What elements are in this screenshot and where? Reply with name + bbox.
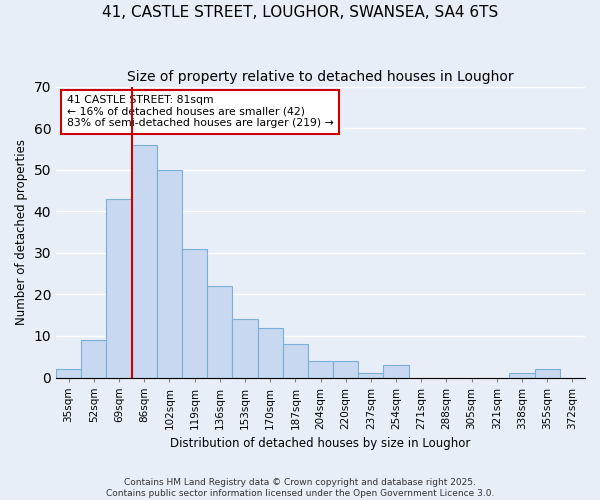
Text: 41 CASTLE STREET: 81sqm
← 16% of detached houses are smaller (42)
83% of semi-de: 41 CASTLE STREET: 81sqm ← 16% of detache… [67, 96, 334, 128]
Bar [56, 369, 81, 378]
Text: 41, CASTLE STREET, LOUGHOR, SWANSEA, SA4 6TS: 41, CASTLE STREET, LOUGHOR, SWANSEA, SA4… [102, 5, 498, 20]
Bar [81, 340, 106, 378]
Bar [232, 320, 257, 378]
Bar [535, 369, 560, 378]
Text: Contains HM Land Registry data © Crown copyright and database right 2025.
Contai: Contains HM Land Registry data © Crown c… [106, 478, 494, 498]
Bar [358, 374, 383, 378]
Bar [207, 286, 232, 378]
Bar [283, 344, 308, 378]
Bar [333, 361, 358, 378]
Y-axis label: Number of detached properties: Number of detached properties [15, 139, 28, 325]
X-axis label: Distribution of detached houses by size in Loughor: Distribution of detached houses by size … [170, 437, 471, 450]
Bar [257, 328, 283, 378]
Bar [131, 144, 157, 378]
Title: Size of property relative to detached houses in Loughor: Size of property relative to detached ho… [127, 70, 514, 84]
Bar [106, 199, 131, 378]
Bar [157, 170, 182, 378]
Bar [308, 361, 333, 378]
Bar [509, 374, 535, 378]
Bar [182, 248, 207, 378]
Bar [383, 365, 409, 378]
